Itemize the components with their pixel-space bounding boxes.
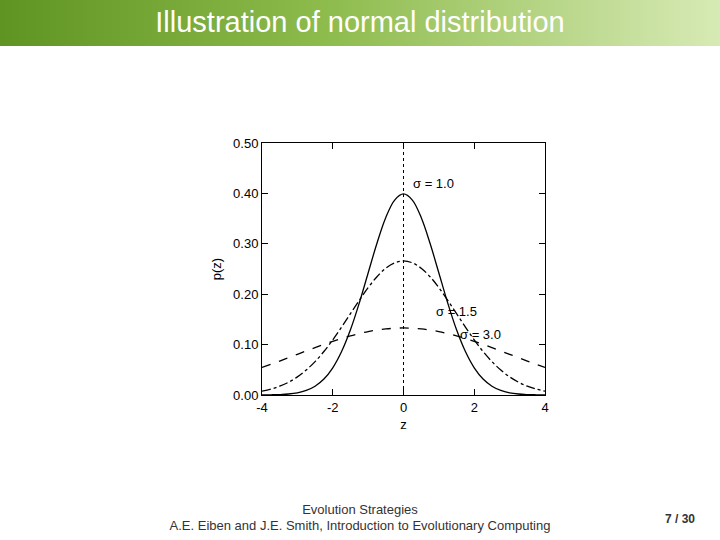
svg-text:0.20: 0.20: [233, 287, 258, 302]
html-text:Evolution Strategies: Evolution Strategies: [302, 502, 418, 517]
svg-text:p(z): p(z): [209, 258, 224, 280]
svg-text:2: 2: [471, 400, 478, 415]
svg-text:0.10: 0.10: [233, 337, 258, 352]
svg-text:σ = 1.5: σ = 1.5: [436, 304, 477, 319]
html-text:A.E. Eiben and J.E. Smith, Int: A.E. Eiben and J.E. Smith, Introduction …: [169, 518, 551, 533]
svg-text:σ = 3.0: σ = 3.0: [460, 327, 501, 342]
svg-text:0.50: 0.50: [233, 136, 258, 151]
svg-text:0.30: 0.30: [233, 236, 258, 251]
svg-text:σ = 1.0: σ = 1.0: [413, 176, 454, 191]
svg-text:0: 0: [400, 400, 407, 415]
html-text:Illustration of normal distrib: Illustration of normal distribution: [155, 6, 565, 38]
svg-text:z: z: [400, 417, 407, 432]
svg-text:4: 4: [541, 400, 548, 415]
svg-text:0.00: 0.00: [233, 388, 258, 403]
svg-text:-2: -2: [327, 400, 339, 415]
html-text:7 / 30: 7 / 30: [665, 512, 695, 526]
svg-text:-4: -4: [256, 400, 268, 415]
svg-text:0.40: 0.40: [233, 186, 258, 201]
